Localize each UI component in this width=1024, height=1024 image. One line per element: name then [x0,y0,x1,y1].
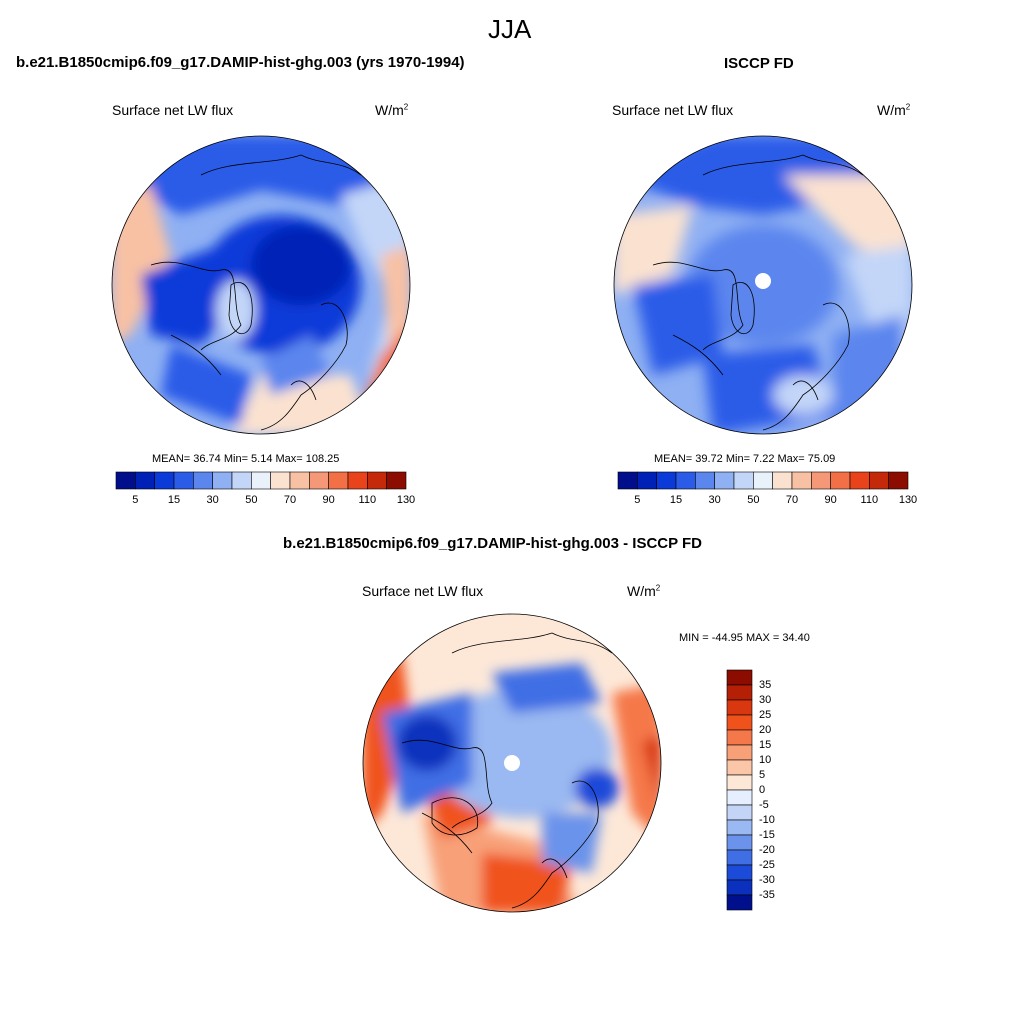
colorbar-tick-label: -20 [759,843,775,856]
colorbar-swatch [849,471,870,490]
colorbar-tick-label: 30 [759,693,772,706]
panel3-polar-map [362,613,662,913]
colorbar-swatch [309,471,329,490]
colorbar-tick-label: 15 [167,494,181,506]
colorbar-swatch [212,471,233,490]
colorbar-swatch [173,471,194,490]
colorbar-swatch [726,789,753,806]
panel3-variable-label: Surface net LW flux [362,583,484,599]
page-title: JJA [488,14,532,44]
colorbar-tick-label: 10 [759,753,772,766]
colorbar-tick-label: 0 [759,783,766,796]
colorbar-swatch [726,894,753,911]
colorbar-tick-label: 30 [708,494,721,506]
panel1-colorbar-ticks: 5 15 30 50 70 90 110 130 [116,494,415,508]
colorbar-tick-label: 90 [824,494,837,506]
colorbar-swatch [637,471,657,490]
colorbar-swatch [154,471,175,490]
colorbar-swatch [367,471,387,490]
colorbar-tick-label: -10 [759,813,775,826]
colorbar-tick-label: 70 [283,494,297,506]
colorbar-swatch [726,834,753,851]
colorbar-tick-label: -35 [759,888,775,901]
colorbar-tick-label: 5 [634,494,641,506]
colorbar-tick-label: -30 [759,873,775,886]
colorbar-swatch [772,471,793,490]
colorbar-swatch [726,879,753,896]
panel1-colorbar [115,471,407,490]
colorbar-swatch [675,471,696,490]
colorbar-swatch [726,804,753,821]
colorbar-tick-label: 25 [759,708,772,721]
colorbar-tick-label: 50 [245,494,258,506]
colorbar-tick-label: 90 [322,494,335,506]
panel1-polar-map [111,135,411,435]
colorbar-swatch [830,471,851,490]
colorbar-tick-label: -15 [759,828,775,841]
panel3-stats: MIN = -44.95 MAX = 34.40 [679,632,810,644]
colorbar-swatch [726,849,753,866]
colorbar-swatch [270,471,291,490]
colorbar-swatch [791,471,812,490]
colorbar-swatch [231,471,252,490]
colorbar-swatch [726,669,753,686]
colorbar-swatch [656,471,677,490]
colorbar-swatch [811,471,831,490]
colorbar-swatch [193,471,213,490]
panel3-units-label: W/m2 [627,583,661,599]
panel2-variable-label: Surface net LW flux [612,102,734,118]
colorbar-tick-label: 70 [785,494,799,506]
colorbar-swatch [135,471,155,490]
panel1-title: b.e21.B1850cmip6.f09_g17.DAMIP-hist-ghg.… [16,54,465,71]
panel1-stats: MEAN= 36.74 Min= 5.14 Max= 108.25 [152,453,340,465]
colorbar-tick-label: 110 [358,494,377,506]
colorbar-tick-label: 35 [759,678,772,691]
panel3-colorbar-ticks: 35 30 25 20 15 10 5 0 -5 -10 -15 -20 -25 -30 -35 [759,670,799,910]
colorbar-swatch [289,471,310,490]
colorbar-swatch [888,471,909,490]
colorbar-swatch [695,471,715,490]
colorbar-swatch [726,729,753,746]
colorbar-tick-label: 15 [759,738,772,751]
colorbar-tick-label: 50 [747,494,760,506]
panel2-stats: MEAN= 39.72 Min= 7.22 Max= 75.09 [654,453,836,465]
colorbar-tick-label: 15 [669,494,683,506]
panel2-polar-map [613,135,913,435]
colorbar-tick-label: 110 [860,494,879,506]
colorbar-swatch [726,774,753,791]
colorbar-swatch [617,471,638,490]
panel1-variable-label: Surface net LW flux [112,102,234,118]
colorbar-tick-label: -5 [759,798,769,811]
colorbar-swatch [251,471,271,490]
colorbar-swatch [714,471,735,490]
panel2-colorbar [617,471,909,490]
colorbar-tick-label: -25 [759,858,775,871]
colorbar-swatch [753,471,773,490]
colorbar-swatch [726,864,753,881]
colorbar-tick-label: 5 [132,494,139,506]
colorbar-swatch [733,471,754,490]
colorbar-swatch [726,819,753,836]
colorbar-tick-label: 20 [759,723,772,736]
panel1-units-label: W/m2 [375,102,409,118]
colorbar-swatch [726,759,753,776]
colorbar-tick-label: 5 [759,768,766,781]
colorbar-swatch [347,471,368,490]
colorbar-tick-label: 130 [396,494,416,506]
colorbar-tick-label: 130 [898,494,918,506]
colorbar-swatch [386,471,407,490]
panel3-title: b.e21.B1850cmip6.f09_g17.DAMIP-hist-ghg.… [283,535,703,552]
colorbar-swatch [869,471,889,490]
colorbar-swatch [726,699,753,716]
colorbar-tick-label: 30 [206,494,219,506]
colorbar-swatch [726,744,753,761]
colorbar-swatch [726,684,753,701]
panel2-title: ISCCP FD [724,55,794,72]
colorbar-swatch [328,471,349,490]
colorbar-swatch [726,714,753,731]
panel2-colorbar-ticks: 5 15 30 50 70 90 110 130 [618,494,917,508]
panel2-units-label: W/m2 [877,102,911,118]
colorbar-swatch [115,471,136,490]
panel3-colorbar [726,669,753,911]
